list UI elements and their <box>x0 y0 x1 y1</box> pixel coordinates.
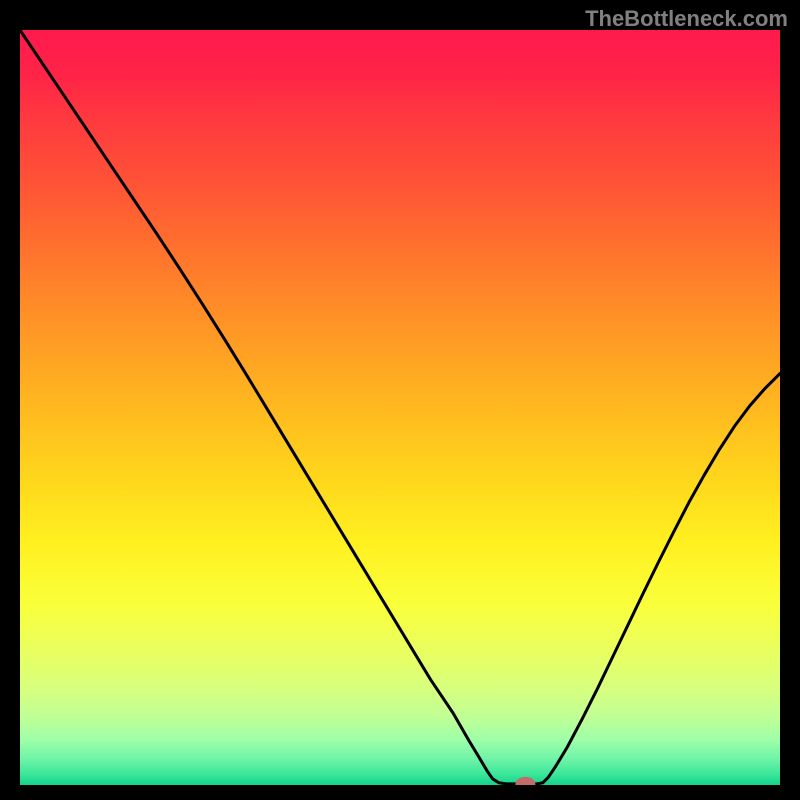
gradient-background <box>20 30 780 785</box>
chart-svg <box>20 30 780 785</box>
chart-container: TheBottleneck.com <box>0 0 800 800</box>
plot-area <box>20 30 780 785</box>
watermark-text: TheBottleneck.com <box>585 6 788 32</box>
